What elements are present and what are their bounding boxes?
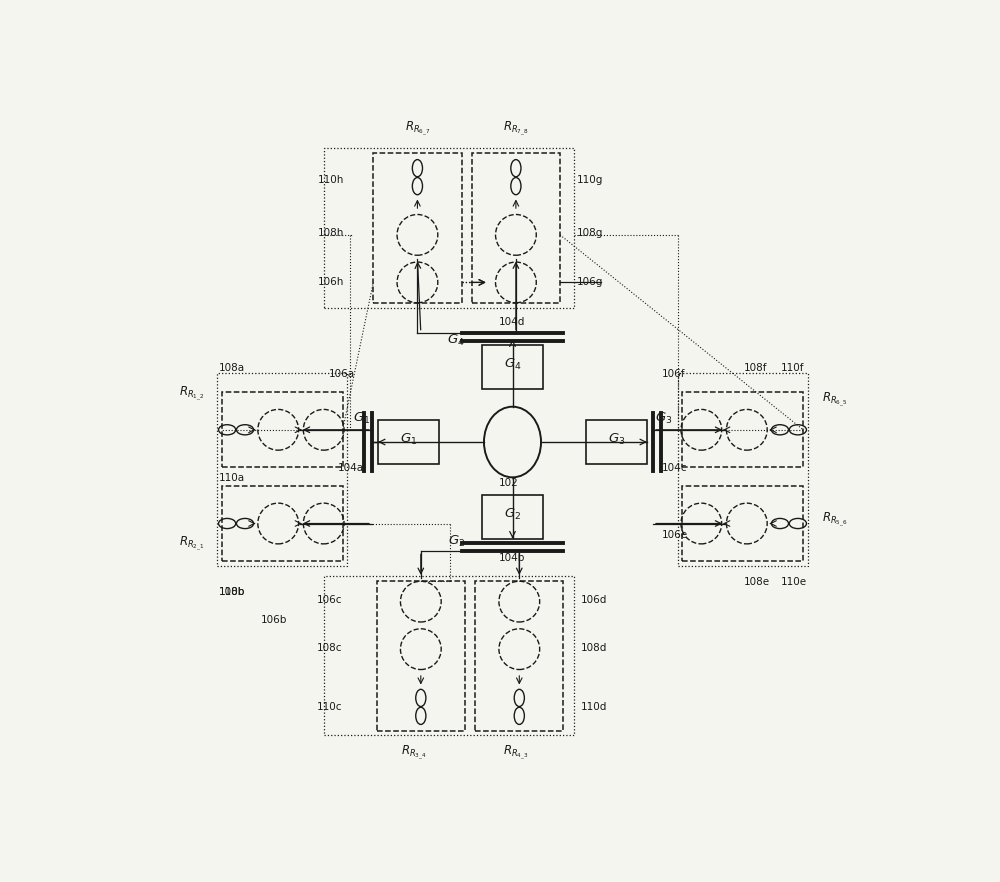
Text: $R_{R_{3\_4}}$: $R_{R_{3\_4}}$ xyxy=(401,744,427,762)
Text: 110d: 110d xyxy=(580,702,607,713)
Text: $G_4$: $G_4$ xyxy=(504,357,521,372)
Bar xyxy=(682,392,803,467)
Text: 108f: 108f xyxy=(743,363,767,373)
Bar xyxy=(482,495,543,539)
Text: 108e: 108e xyxy=(743,577,770,587)
Text: 108g: 108g xyxy=(577,228,603,238)
Text: $R_{R_{6\_5}}$: $R_{R_{6\_5}}$ xyxy=(822,390,847,408)
Text: 106a: 106a xyxy=(329,370,355,379)
Text: 108b: 108b xyxy=(219,587,245,597)
Text: 110b: 110b xyxy=(219,587,245,597)
Bar xyxy=(472,153,560,303)
Text: 104d: 104d xyxy=(499,318,526,327)
Bar xyxy=(324,576,574,736)
Text: $G_4$: $G_4$ xyxy=(447,333,465,348)
Bar xyxy=(324,148,574,308)
Text: 108d: 108d xyxy=(580,643,607,654)
Text: 106h: 106h xyxy=(318,277,344,288)
Text: $G_3$: $G_3$ xyxy=(655,411,673,426)
Bar xyxy=(678,373,808,565)
Text: 104c: 104c xyxy=(661,463,687,474)
Text: $R_{R_{6\_7}}$: $R_{R_{6\_7}}$ xyxy=(405,120,430,138)
Text: $R_{R_{2\_1}}$: $R_{R_{2\_1}}$ xyxy=(179,534,205,552)
Text: 108c: 108c xyxy=(317,643,342,654)
Text: 110f: 110f xyxy=(781,363,804,373)
Text: $R_{R_{5\_6}}$: $R_{R_{5\_6}}$ xyxy=(822,511,847,528)
Text: $R_{R_{1\_2}}$: $R_{R_{1\_2}}$ xyxy=(179,385,205,403)
Text: 104b: 104b xyxy=(499,553,526,563)
Bar xyxy=(217,373,347,565)
Text: 108a: 108a xyxy=(219,363,245,373)
Bar xyxy=(222,392,343,467)
Bar xyxy=(482,345,543,389)
Bar xyxy=(222,486,343,561)
Text: 104a: 104a xyxy=(338,463,364,474)
Text: $R_{R_{7\_8}}$: $R_{R_{7\_8}}$ xyxy=(503,120,529,138)
Text: $R_{R_{4\_3}}$: $R_{R_{4\_3}}$ xyxy=(503,744,529,762)
Text: 110e: 110e xyxy=(781,577,807,587)
Text: $G_2$: $G_2$ xyxy=(504,506,521,521)
Text: $G_1$: $G_1$ xyxy=(353,411,370,426)
Text: 110g: 110g xyxy=(577,175,603,184)
Bar xyxy=(377,581,465,730)
Text: 110a: 110a xyxy=(219,473,245,482)
Text: 110c: 110c xyxy=(317,702,342,713)
Bar xyxy=(373,153,462,303)
Text: 106f: 106f xyxy=(662,370,685,379)
Bar xyxy=(682,486,803,561)
Text: 110h: 110h xyxy=(318,175,344,184)
Text: $G_2$: $G_2$ xyxy=(448,534,465,549)
Text: 106d: 106d xyxy=(580,595,607,605)
Text: 106e: 106e xyxy=(662,530,688,541)
Text: 106g: 106g xyxy=(577,277,603,288)
Text: 102: 102 xyxy=(499,478,519,488)
Text: 108h: 108h xyxy=(318,228,344,238)
Bar xyxy=(378,420,439,464)
Bar xyxy=(475,581,563,730)
Text: $G_1$: $G_1$ xyxy=(400,432,417,447)
Text: $G_3$: $G_3$ xyxy=(608,432,625,447)
Text: 106b: 106b xyxy=(261,616,288,625)
Text: 106c: 106c xyxy=(317,595,342,605)
Bar xyxy=(586,420,647,464)
